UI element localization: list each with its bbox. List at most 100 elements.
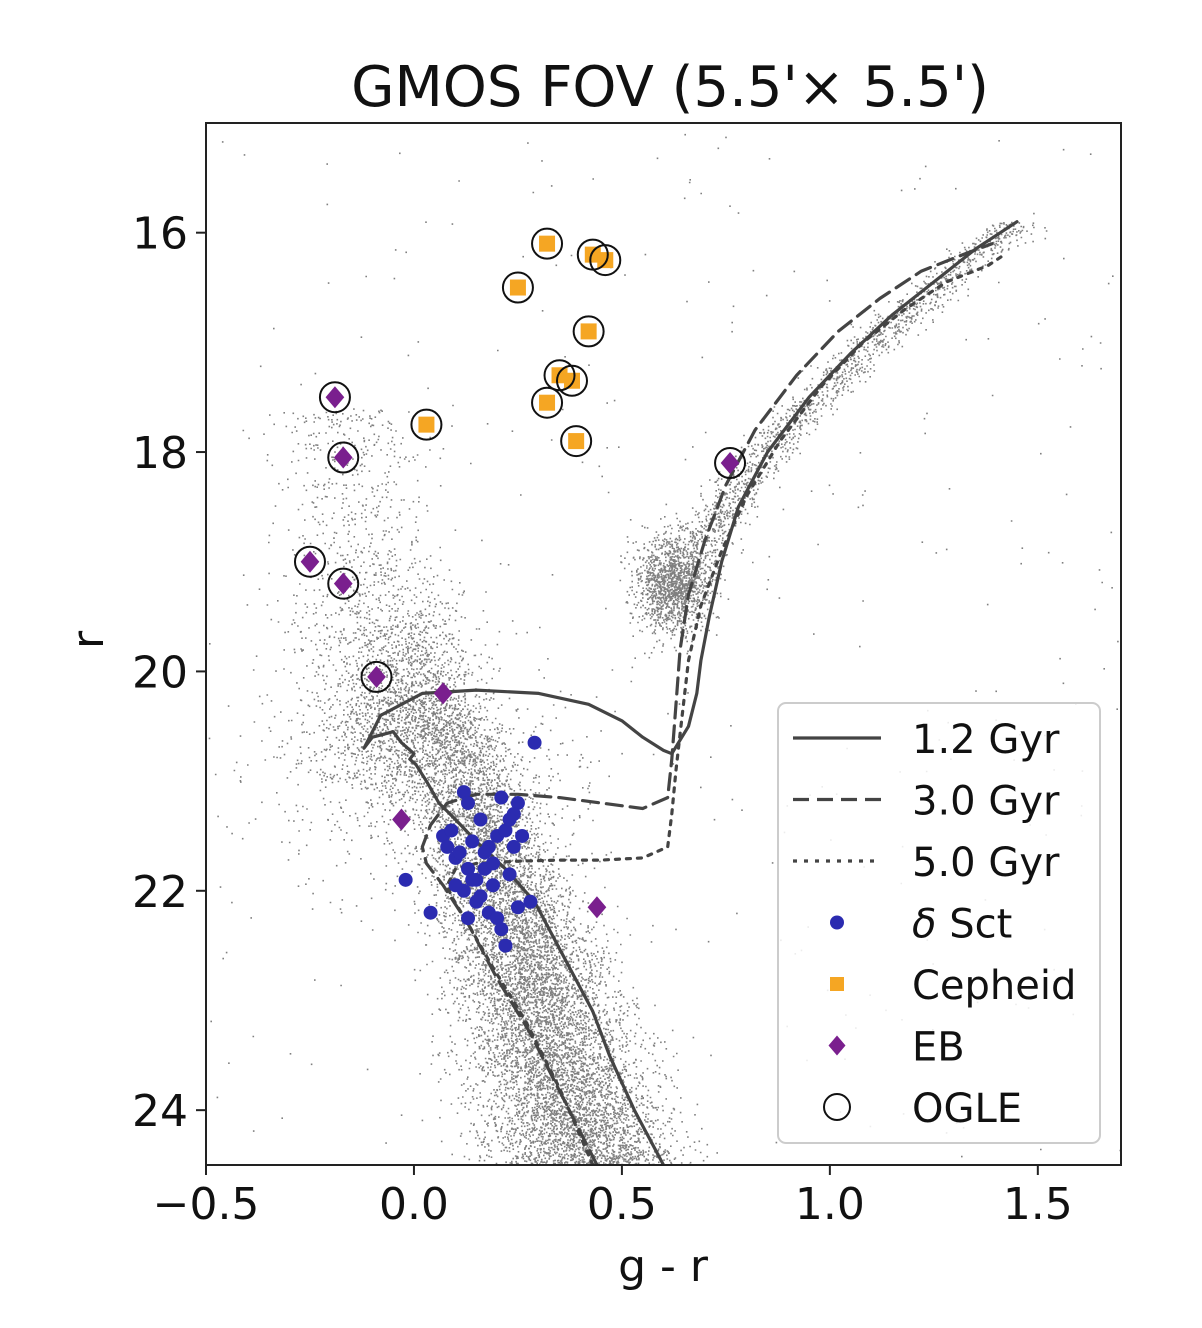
y-axis-ticks: 16 18 20 22 24 <box>132 209 206 1137</box>
cepheid-point <box>418 416 435 433</box>
legend-label-1-2-gyr: 1.2 Gyr <box>912 717 1060 763</box>
delta-sct-point <box>494 922 509 937</box>
legend-label-eb: EB <box>912 1025 965 1071</box>
delta-sct-point <box>515 828 530 843</box>
cepheid-point <box>580 323 597 340</box>
eb-point <box>392 808 411 831</box>
delta-sct-point <box>498 823 513 838</box>
delta-sct-point <box>494 790 509 805</box>
x-tick-label: 0.5 <box>587 1179 657 1230</box>
eb-point <box>325 386 345 409</box>
plot-frame <box>205 122 1122 1166</box>
y-tick-label: 16 <box>132 209 188 260</box>
legend-label-cepheid: Cepheid <box>912 963 1076 1009</box>
eb-point <box>367 665 386 688</box>
x-tick-label: 1.0 <box>795 1179 865 1230</box>
legend-label-delta-sct: δ Sct <box>912 902 1012 948</box>
isochrone-5-0-gyr <box>445 253 1007 1165</box>
series-eb <box>300 386 740 919</box>
delta-sct-point <box>506 839 521 854</box>
legend-swatch-ogle <box>823 1093 851 1121</box>
delta-sct-point <box>452 845 467 860</box>
legend-label-5-0-gyr: 5.0 Gyr <box>912 840 1060 886</box>
delta-sct-point <box>448 878 463 893</box>
delta-sct-point <box>523 894 538 909</box>
ogle-point <box>327 441 360 474</box>
delta-sct-point <box>461 911 476 926</box>
eb-point <box>587 896 607 919</box>
legend-swatch-eb <box>828 1035 846 1056</box>
y-tick-label: 24 <box>132 1086 188 1137</box>
delta-sct-point <box>498 938 513 953</box>
delta-sct-point <box>465 872 480 887</box>
eb-point <box>333 446 353 469</box>
legend-label-ogle: OGLE <box>912 1086 1022 1132</box>
ogle-point <box>572 315 605 348</box>
delta-sct-point <box>490 911 505 926</box>
cepheid-point <box>584 246 601 263</box>
ogle-point <box>327 567 360 600</box>
legend-swatch-cepheid <box>830 977 844 991</box>
legend-box <box>777 702 1101 1144</box>
series-cepheid <box>418 235 614 450</box>
cepheid-point <box>564 372 580 389</box>
delta-sct-point <box>510 900 525 915</box>
x-tick-label: 0.0 <box>379 1179 449 1230</box>
delta-sct-point <box>502 867 517 882</box>
cepheid-point <box>539 394 556 411</box>
cepheid-point <box>551 367 568 384</box>
ogle-point <box>589 244 622 277</box>
delta-sct-point <box>398 872 413 887</box>
legend: 1.2 Gyr 3.0 Gyr 5.0 Gyr δ Sct Cepheid EB OGLE <box>777 702 1101 1144</box>
x-axis-ticks: −0.5 0.0 0.5 1.0 1.5 <box>153 1165 1073 1230</box>
ogle-point <box>293 545 326 578</box>
x-tick-label: 1.5 <box>1003 1179 1073 1230</box>
legend-swatch-delta-sct <box>830 915 844 930</box>
delta-sct-point <box>477 845 492 860</box>
cepheid-point <box>509 279 526 296</box>
delta-sct-point <box>485 878 500 893</box>
delta-sct-point <box>502 812 517 827</box>
delta-sct-point <box>461 861 476 876</box>
x-axis-label: g - r <box>618 1241 709 1292</box>
y-tick-label: 22 <box>132 867 188 918</box>
delta-sct-point <box>456 785 471 800</box>
eb-point <box>300 550 320 573</box>
legend-label-3-0-gyr: 3.0 Gyr <box>912 779 1060 825</box>
delta-sct-point <box>440 839 455 854</box>
isochrone-3-0-gyr <box>420 242 994 1165</box>
y-tick-label: 18 <box>132 428 188 479</box>
ogle-point <box>556 364 588 397</box>
delta-sct-point <box>473 889 488 904</box>
x-tick-label: −0.5 <box>153 1179 260 1230</box>
eb-point <box>433 682 453 705</box>
cepheid-point <box>568 433 585 450</box>
delta-sct-point <box>527 735 542 750</box>
delta-sct-point <box>510 796 525 811</box>
delta-sct-point <box>444 823 459 838</box>
y-tick-label: 20 <box>132 647 188 698</box>
variable-stars <box>293 227 747 953</box>
ogle-point <box>560 425 593 458</box>
cepheid-point <box>539 235 556 252</box>
delta-sct-point <box>461 796 476 811</box>
ogle-point <box>531 386 564 419</box>
delta-sct-point <box>423 905 438 920</box>
ogle-point <box>410 408 443 441</box>
ogle-point <box>360 660 393 693</box>
delta-sct-point <box>473 812 488 827</box>
delta-sct-point <box>485 856 500 871</box>
chart-title: GMOS FOV (5.5'× 5.5') <box>351 55 989 120</box>
eb-point <box>720 452 740 475</box>
series-ogle <box>293 227 747 693</box>
y-axis-label: r <box>63 630 114 649</box>
cepheid-point <box>597 252 614 269</box>
ogle-point <box>531 227 564 260</box>
delta-sct-point <box>465 834 480 849</box>
eb-point <box>333 572 353 595</box>
ogle-point <box>501 271 534 304</box>
series-delta-sct <box>398 735 542 953</box>
ogle-point <box>714 447 747 480</box>
ogle-point <box>318 381 351 414</box>
